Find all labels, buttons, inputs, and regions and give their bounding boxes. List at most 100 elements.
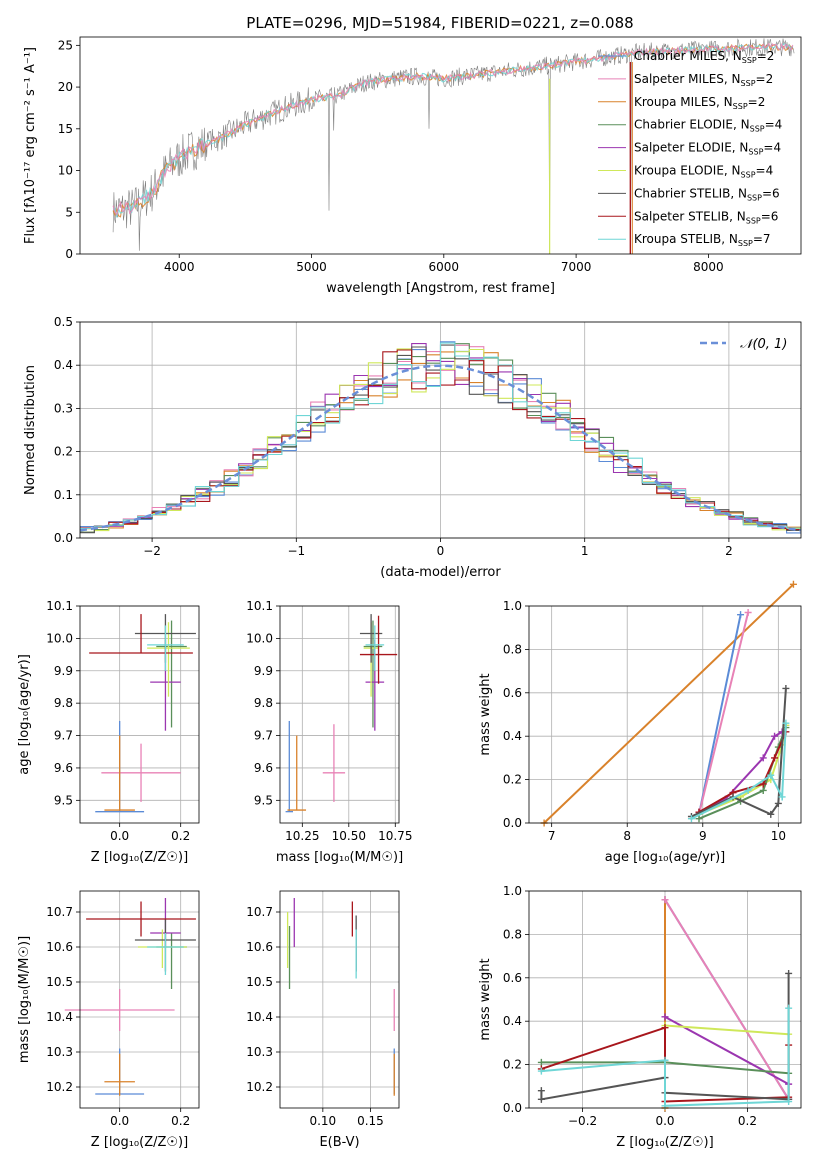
age_vs_mass-panel: 10.25 10.50 10.75 9.5 9.6 9.7 9.8 9.9 10.0 10.1 ma…	[246, 599, 412, 865]
y-tick-label: 10.4	[46, 1010, 73, 1024]
legend-entry: Kroupa STELIB, NSSP=7	[634, 232, 771, 248]
legend-entry: Kroupa MILES, NSSP=2	[634, 95, 765, 111]
errorbar-kroupa-miles	[104, 735, 135, 811]
errorbar-kroupa-elodie	[147, 622, 190, 697]
weight-marker	[661, 1013, 669, 1021]
age_vs_Z-plot-area	[89, 614, 196, 813]
y-tick-label: 25	[58, 38, 73, 52]
x-tick-label: 6000	[429, 260, 460, 274]
y-tick-label: 5	[65, 205, 73, 219]
errorbar-salpeter-miles	[101, 743, 181, 802]
observed-spectrum-line	[112, 38, 795, 254]
weight-marker	[782, 719, 790, 727]
y-tick-label: 10.0	[246, 631, 273, 645]
age_vs_Z-panel: 0.0 0.2 9.5 9.6 9.7 9.8 9.9 10.0 10.1 Z [log₁₀(Z/…	[17, 599, 200, 865]
y-tick-label: 0.2	[54, 445, 73, 459]
y-tick-label: 0.2	[503, 1058, 522, 1072]
y-tick-label: 10.0	[46, 631, 73, 645]
weight_vs_Z-panel: −0.2 0.0 0.2 0.0 0.2 0.4 0.6 0.8 1.0 Z [log₁₀(Z/Z…	[478, 884, 802, 1150]
weight-line-salpeter-elodie	[664, 1016, 790, 1085]
errorbar-salpeter-miles	[322, 724, 346, 802]
y-tick-label: 10.7	[246, 905, 273, 919]
y-tick-label: 0.4	[54, 358, 73, 372]
legend-entry: Salpeter STELIB, NSSP=6	[634, 209, 778, 225]
mass_vs_EBV-panel: 0.10 0.15 10.2 10.3 10.4 10.5 10.6 10.7 E(B-V)	[246, 890, 400, 1150]
errorbar-chabrier-miles	[285, 720, 294, 813]
x-axis-label: E(B-V)	[319, 1135, 359, 1150]
y-tick-label: 9.7	[254, 729, 273, 743]
errorbar-kroupa-stelib	[147, 625, 184, 671]
weight-marker	[687, 815, 695, 823]
y-tick-label: 15	[58, 122, 73, 136]
x-tick-label: 7	[548, 829, 556, 843]
y-tick-label: 0.6	[503, 686, 522, 700]
x-tick-label: −2	[143, 544, 161, 558]
x-tick-label: −0.2	[568, 1114, 597, 1128]
weight-marker	[695, 815, 703, 823]
y-axis-label: age [log₁₀(age/yr)]	[17, 654, 32, 775]
age_vs_mass-frame	[279, 605, 400, 824]
weight_vs_age-plot-area	[540, 580, 797, 827]
x-tick-label: 9	[699, 829, 707, 843]
y-tick-label: 9.6	[54, 761, 73, 775]
legend-entry: Chabrier ELODIE, NSSP=4	[634, 118, 782, 134]
model-spectrum-salpeter-miles	[112, 42, 794, 216]
x-tick-label: 10	[771, 829, 786, 843]
errorbar-salpeter-stelib	[86, 901, 196, 937]
y-tick-label: 9.8	[254, 696, 273, 710]
weight-line-kroupa-elodie	[664, 1024, 789, 1036]
y-tick-label: 10.1	[246, 599, 273, 613]
y-tick-label: 10.7	[46, 905, 73, 919]
x-axis-label: age [log₁₀(age/yr)]	[605, 850, 726, 865]
x-tick-label: 0	[437, 544, 445, 558]
y-tick-label: 9.6	[254, 761, 273, 775]
y-tick-label: 10.1	[46, 599, 73, 613]
residuals-legend: 𝒩(0, 1)	[700, 337, 787, 352]
weight-marker	[744, 609, 752, 617]
y-tick-label: 0.3	[54, 401, 73, 415]
errorbar-chabrier-elodie	[156, 933, 187, 989]
y-axis-label: Flux [fλ10⁻¹⁷ erg cm⁻² s⁻¹ A⁻¹]	[23, 47, 38, 244]
y-tick-label: 10.3	[46, 1045, 73, 1059]
errorbar-salpeter-miles	[64, 989, 175, 1031]
errorbar-salpeter-stelib	[359, 615, 398, 684]
y-tick-label: 0.8	[503, 927, 522, 941]
weight-line-salpeter-miles	[698, 612, 750, 815]
x-axis-label: mass [log₁₀(M/M☉)]	[276, 850, 403, 865]
y-tick-label: 0.0	[54, 531, 73, 545]
model-spectrum-kroupa-stelib	[112, 42, 794, 218]
x-tick-label: 0.15	[357, 1114, 384, 1128]
x-axis-label: Z [log₁₀(Z/Z☉)]	[91, 1135, 188, 1150]
weight-marker	[537, 1058, 545, 1066]
y-tick-label: 20	[58, 80, 73, 94]
weight_vs_age-panel: 7 8 9 10 0.0 0.2 0.4 0.6 0.8 1.0 age [log₁₀(age/yr…	[478, 580, 802, 865]
weight-marker	[789, 580, 797, 588]
x-tick-label: 0.2	[171, 1114, 190, 1128]
weight-marker	[537, 1087, 545, 1095]
y-tick-label: 10.4	[246, 1010, 273, 1024]
y-tick-label: 10.5	[246, 975, 273, 989]
y-axis-label: mass weight	[478, 958, 493, 1040]
mass_vs_EBV-frame	[279, 890, 400, 1109]
y-tick-label: 0	[65, 247, 73, 261]
weight-marker	[661, 1024, 669, 1032]
y-tick-label: 1.0	[503, 884, 522, 898]
y-tick-label: 0.1	[54, 488, 73, 502]
weight-marker	[537, 1095, 545, 1103]
y-tick-label: 10.6	[46, 940, 73, 954]
x-axis-label: Z [log₁₀(Z/Z☉)]	[91, 850, 188, 865]
x-tick-label: 5000	[296, 260, 327, 274]
y-tick-label: 0.8	[503, 642, 522, 656]
errorbar-kroupa-elodie	[137, 929, 187, 968]
x-tick-label: 0.0	[110, 829, 129, 843]
residuals-panel: −2 −1 0 1 2 0.0 0.1 0.2 0.3 0.4 0.5 (data-model)/er…	[23, 315, 802, 580]
y-tick-label: 9.9	[254, 664, 273, 678]
y-tick-label: 0.4	[503, 729, 522, 743]
y-axis-label: mass weight	[478, 673, 493, 755]
x-axis-label: Z [log₁₀(Z/Z☉)]	[616, 1135, 713, 1150]
weight-marker	[737, 611, 745, 619]
x-tick-label: 8000	[693, 260, 724, 274]
weight-marker	[774, 799, 782, 807]
weight-marker	[661, 1056, 669, 1064]
